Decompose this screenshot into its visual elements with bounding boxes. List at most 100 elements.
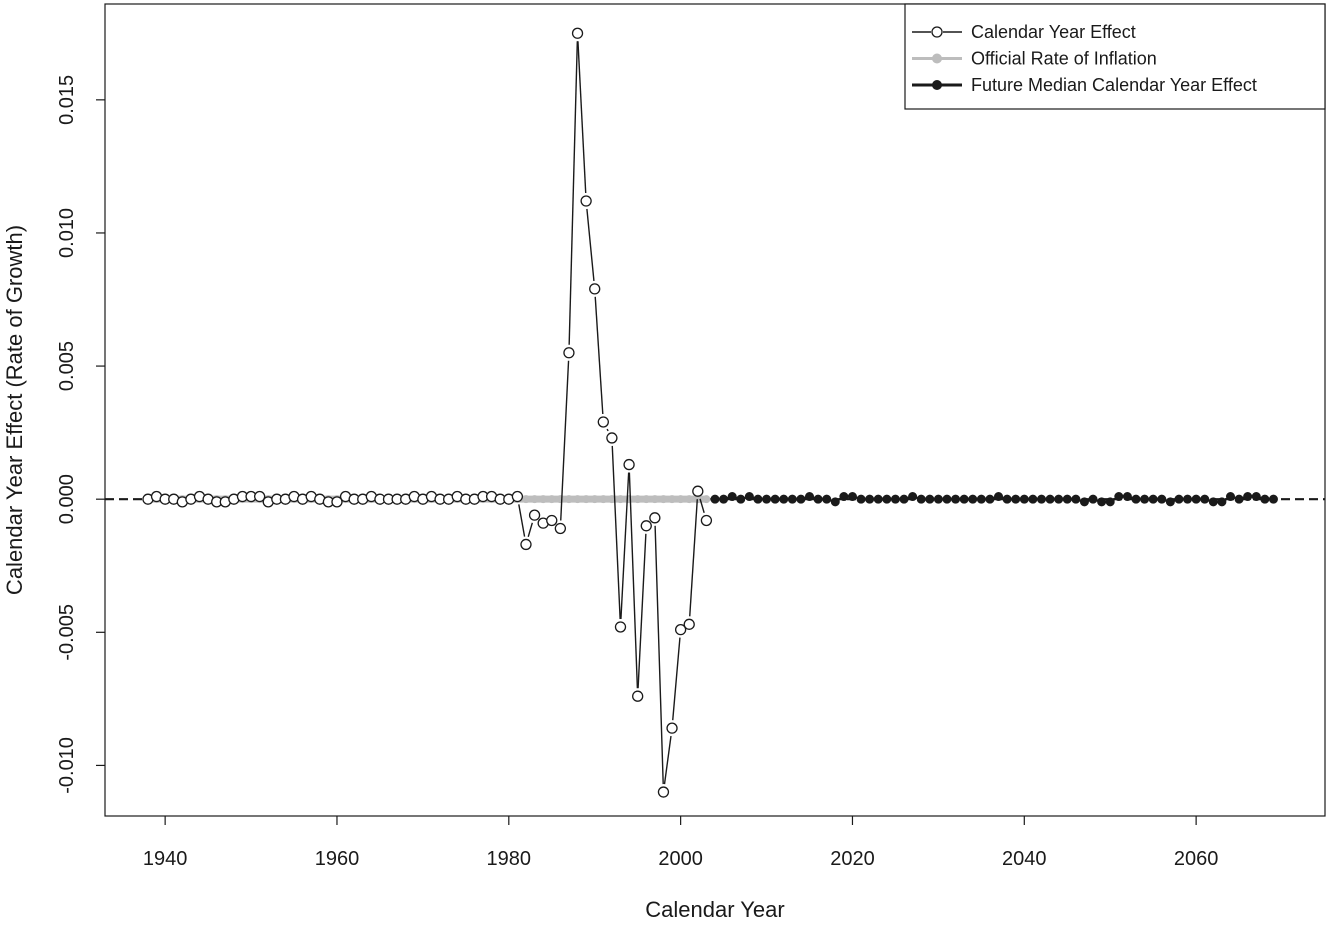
data-point <box>1157 494 1167 504</box>
data-point <box>666 722 678 734</box>
data-point <box>668 495 677 504</box>
series-line-segment <box>518 504 526 537</box>
data-point <box>1097 497 1107 507</box>
data-point <box>933 494 943 504</box>
data-point <box>693 495 702 504</box>
series-line-segment <box>568 41 579 345</box>
data-point <box>554 522 567 535</box>
data-point <box>925 494 935 504</box>
data-point <box>1251 492 1261 502</box>
data-point <box>1088 494 1098 504</box>
data-point <box>623 458 635 471</box>
data-point <box>942 494 952 504</box>
data-point <box>1234 494 1244 504</box>
data-point <box>1140 494 1150 504</box>
data-point <box>1011 494 1021 504</box>
data-point <box>1148 494 1158 504</box>
data-point <box>1165 497 1175 507</box>
data-point <box>692 485 704 497</box>
series-line-segment <box>577 41 587 194</box>
data-point <box>564 495 573 504</box>
data-point <box>649 512 661 524</box>
data-point <box>830 497 840 507</box>
series-line-segment <box>672 637 681 721</box>
series-line-segment <box>637 533 647 689</box>
data-point <box>642 495 651 504</box>
legend-label: Future Median Calendar Year Effect <box>971 75 1257 95</box>
series-line-segment <box>560 360 570 521</box>
data-point <box>1062 494 1072 504</box>
data-point <box>1200 494 1210 504</box>
data-point <box>779 494 789 504</box>
data-point <box>640 520 652 532</box>
data-point <box>985 494 995 504</box>
data-point <box>657 786 670 798</box>
legend-marker <box>932 53 942 64</box>
data-point <box>1183 494 1193 504</box>
plot-frame <box>104 3 1326 817</box>
data-point <box>1208 497 1218 507</box>
data-point <box>1131 494 1141 504</box>
data-point <box>659 495 668 504</box>
data-point <box>916 494 926 504</box>
y-axis-label: Calendar Year Effect (Rate of Growth) <box>2 225 27 595</box>
data-point <box>839 492 849 502</box>
legend: Calendar Year Effect Official Rate of Inf… <box>904 3 1326 110</box>
data-point <box>1028 494 1038 504</box>
data-point <box>700 514 713 527</box>
legend-marker <box>931 26 943 38</box>
series-line-segment <box>663 735 672 785</box>
data-point <box>719 494 729 504</box>
series-line-segment <box>527 522 533 537</box>
y-tick-label: 0.010 <box>56 208 78 258</box>
data-point <box>882 494 892 504</box>
data-point <box>968 494 978 504</box>
data-point <box>1002 494 1012 504</box>
data-point <box>253 490 266 503</box>
data-point <box>805 492 815 502</box>
data-point <box>1054 494 1064 504</box>
data-point <box>1079 497 1089 507</box>
y-tick-label: -0.010 <box>56 737 78 794</box>
data-point <box>994 492 1004 502</box>
data-point <box>571 27 584 39</box>
series-2 <box>710 492 1278 507</box>
y-tick-label: 0.000 <box>56 474 78 524</box>
data-point <box>762 494 772 504</box>
series-line-segment <box>611 445 621 620</box>
data-point <box>582 495 591 504</box>
data-point <box>1191 494 1201 504</box>
data-point <box>590 495 599 504</box>
data-point <box>865 494 875 504</box>
data-point <box>813 494 823 504</box>
data-point <box>539 495 548 504</box>
data-point <box>625 495 634 504</box>
data-point <box>959 494 969 504</box>
data-point <box>597 416 609 428</box>
legend-box <box>904 3 1326 110</box>
data-point <box>1225 492 1235 502</box>
data-point <box>589 283 601 295</box>
data-point <box>744 492 754 502</box>
data-point <box>633 495 642 504</box>
series-line-segment <box>586 208 595 281</box>
data-point <box>563 347 575 359</box>
series-line-segment <box>654 525 664 785</box>
x-tick-label: 1980 <box>487 848 532 870</box>
data-point <box>528 509 541 521</box>
data-point <box>546 514 558 527</box>
y-tick-label: -0.005 <box>56 604 78 661</box>
data-point <box>856 494 866 504</box>
x-tick-label: 2020 <box>830 848 875 870</box>
data-point <box>556 495 565 504</box>
data-point <box>787 494 797 504</box>
x-axis-label: Calendar Year <box>645 897 784 922</box>
data-point <box>873 494 883 504</box>
legend-label: Official Rate of Inflation <box>971 49 1157 69</box>
data-point <box>632 690 644 702</box>
data-point <box>1071 494 1081 504</box>
data-point <box>520 538 532 551</box>
series-line-segment <box>628 472 639 689</box>
x-tick-label: 2000 <box>658 848 703 870</box>
